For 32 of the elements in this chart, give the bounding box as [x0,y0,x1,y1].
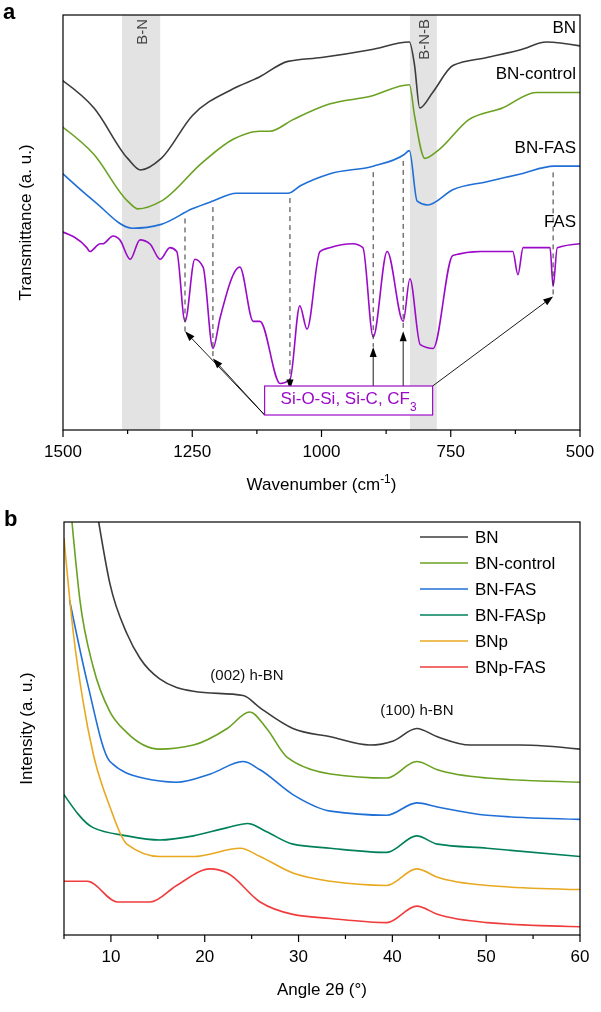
series-label: BN-control [495,64,576,84]
legend-label: BNp-FAS [475,658,546,677]
chart-title: a [3,0,16,24]
x-tick-label: 500 [565,442,595,461]
series-label: BN-FAS [514,138,576,158]
legend-label: BN-control [475,554,556,573]
x-tick-label: 50 [476,947,496,966]
x-tick-label: 30 [289,947,309,966]
x-tick-label: 1250 [173,442,212,461]
x-tick-label: 60 [570,947,590,966]
y-axis-title: Intensity (a. u.) [17,672,36,785]
annotation: (002) h-BN [210,666,284,683]
band-label: B-N [133,19,151,45]
legend-label: BNp [475,632,509,651]
x-axis-title: Angle 2θ (°) [277,980,367,999]
legend-label: BN [475,528,499,547]
legend-label: BN-FAS [475,580,537,599]
x-tick-label: 1500 [44,442,82,461]
x-tick-label: 750 [436,442,465,461]
x-axis-title: Wavenumber (cm$^{-1}$) [246,472,397,494]
band-label: B-N-B [415,19,433,60]
annotation: Si-O-Si, Si-C, CF$_{3}$ [280,389,418,414]
y-axis-title: Transmittance (a. u.) [16,144,35,301]
series-label: FAS [543,211,576,231]
x-tick-label: 10 [101,947,121,966]
chart-title: b [4,506,18,531]
annotation: (100) h-BN [380,701,454,718]
x-tick-label: 20 [195,947,215,966]
x-tick-label: 40 [382,947,402,966]
x-tick-label: 1000 [302,442,341,461]
series-label: BN [552,17,576,37]
legend-label: BN-FASp [475,606,546,625]
